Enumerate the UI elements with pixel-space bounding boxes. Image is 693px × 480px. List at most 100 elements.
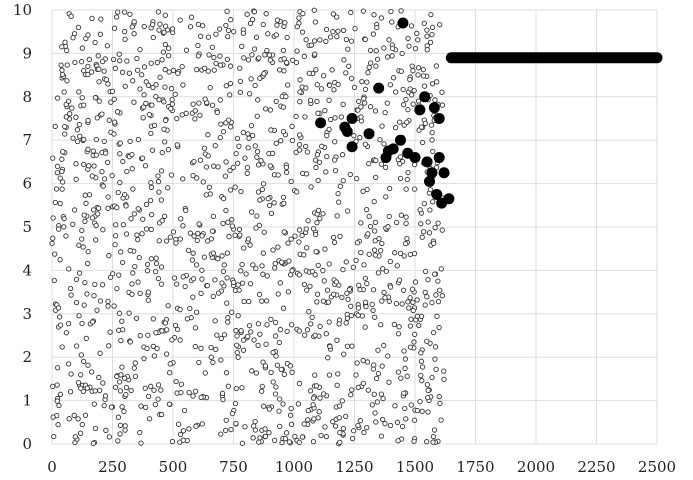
background-point — [297, 142, 301, 146]
background-point — [53, 252, 57, 256]
background-point — [425, 295, 429, 299]
background-point — [143, 164, 147, 168]
background-point — [206, 35, 210, 39]
background-point — [169, 106, 173, 110]
background-point — [366, 70, 370, 74]
background-point — [312, 8, 316, 12]
background-point — [111, 57, 115, 61]
background-point — [124, 385, 128, 389]
background-point — [178, 307, 182, 311]
background-point — [58, 323, 62, 327]
background-point — [271, 248, 275, 252]
background-point — [167, 402, 171, 406]
background-point — [162, 30, 166, 34]
background-point — [230, 217, 234, 221]
background-point — [338, 234, 342, 238]
background-point — [229, 18, 233, 22]
background-point — [411, 68, 415, 72]
background-point — [418, 208, 422, 212]
background-point — [314, 68, 318, 72]
background-point — [425, 34, 429, 38]
background-point — [421, 230, 425, 234]
background-point — [440, 228, 444, 232]
background-point — [255, 149, 259, 153]
background-point — [367, 161, 371, 165]
background-point — [225, 57, 229, 61]
background-point — [438, 288, 442, 292]
background-point — [132, 100, 136, 104]
background-point — [242, 56, 246, 60]
background-point — [297, 440, 301, 444]
background-point — [293, 434, 297, 438]
background-point — [242, 246, 246, 250]
background-point — [412, 251, 416, 255]
background-point — [297, 273, 301, 277]
background-point — [399, 9, 403, 13]
background-point — [77, 271, 81, 275]
background-point — [437, 394, 441, 398]
background-point — [158, 22, 162, 26]
background-point — [197, 101, 201, 105]
background-point — [366, 388, 370, 392]
background-point — [340, 152, 344, 156]
background-point — [216, 165, 220, 169]
background-point — [425, 339, 429, 343]
background-point — [426, 277, 430, 281]
background-point — [193, 389, 197, 393]
background-point — [255, 214, 259, 218]
background-point — [321, 392, 325, 396]
background-point — [255, 114, 259, 118]
background-point — [133, 374, 137, 378]
background-point — [245, 165, 249, 169]
background-point — [69, 14, 73, 18]
background-point — [330, 68, 334, 72]
highlighted-point — [429, 102, 440, 113]
background-point — [81, 68, 85, 72]
background-point — [207, 53, 211, 57]
background-point — [308, 98, 312, 102]
background-point — [342, 58, 346, 62]
background-point — [116, 328, 120, 332]
background-point — [137, 255, 141, 259]
background-point — [181, 224, 185, 228]
background-point — [218, 63, 222, 67]
background-point — [60, 169, 64, 173]
background-point — [374, 376, 378, 380]
background-point — [56, 227, 60, 231]
background-point — [157, 98, 161, 102]
background-point — [430, 300, 434, 304]
background-point — [429, 123, 433, 127]
background-point — [315, 99, 319, 103]
background-point — [436, 221, 440, 225]
background-point — [142, 24, 146, 28]
background-point — [334, 280, 338, 284]
background-point — [253, 83, 257, 87]
background-point — [281, 105, 285, 109]
background-point — [194, 263, 198, 267]
background-point — [145, 268, 149, 272]
background-point — [424, 439, 428, 443]
background-point — [234, 421, 238, 425]
background-point — [290, 124, 294, 128]
background-point — [284, 60, 288, 64]
background-point — [318, 216, 322, 220]
background-point — [170, 97, 174, 101]
background-point — [163, 140, 167, 144]
background-point — [217, 27, 221, 31]
background-point — [419, 373, 423, 377]
background-point — [263, 53, 267, 57]
background-point — [237, 227, 241, 231]
background-point — [221, 196, 225, 200]
x-tick-label: 1000 — [275, 458, 313, 476]
background-point — [361, 9, 365, 13]
background-point — [318, 324, 322, 328]
background-point — [356, 283, 360, 287]
background-point — [124, 204, 128, 208]
background-point — [125, 169, 129, 173]
background-point — [365, 360, 369, 364]
background-point — [277, 409, 281, 413]
background-point — [148, 198, 152, 202]
background-point — [193, 109, 197, 113]
background-point — [384, 195, 388, 199]
background-point — [311, 227, 315, 231]
